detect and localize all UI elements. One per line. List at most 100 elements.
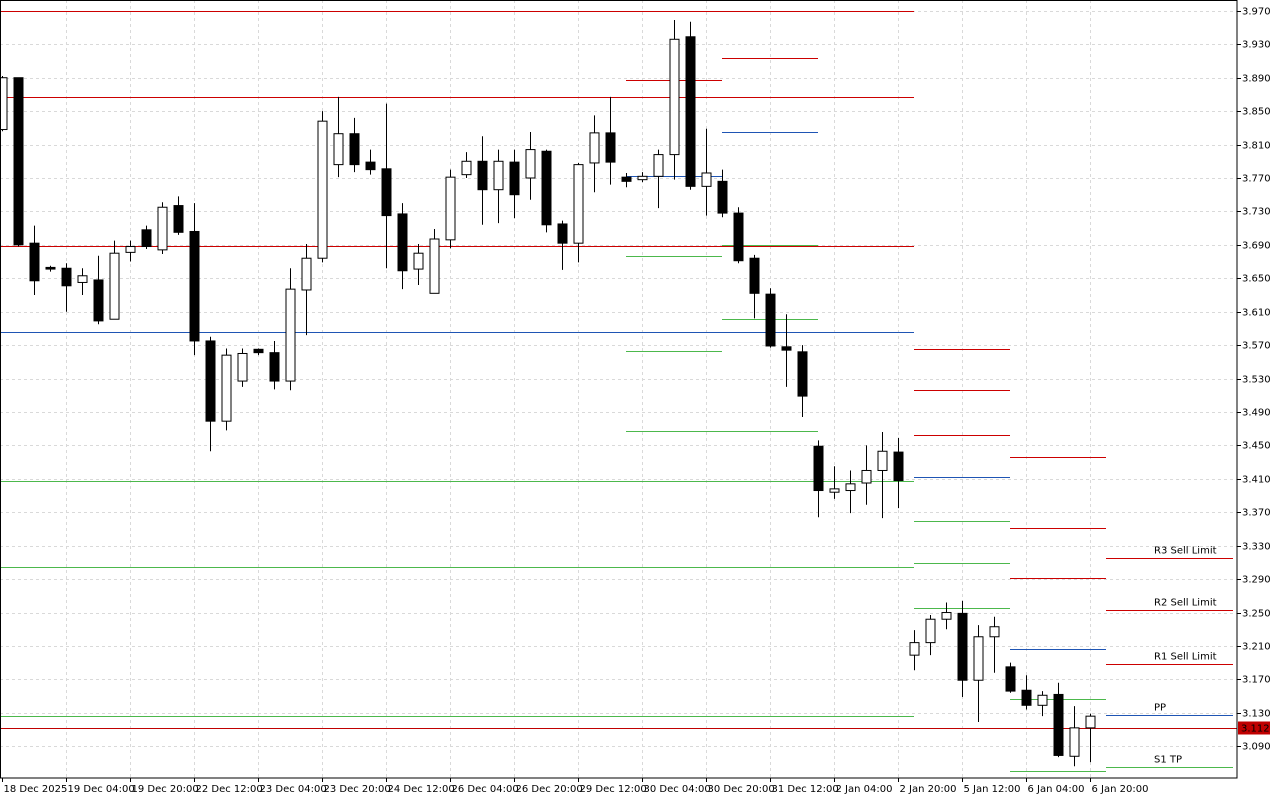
candle-body [925, 618, 936, 644]
candle-body [477, 160, 488, 191]
candle-body [13, 77, 24, 246]
candle-body [0, 77, 8, 131]
candle-body [301, 257, 312, 291]
y-tick-label: 3.090 [1242, 742, 1271, 753]
x-tick-label: 26 Dec 04:00 [452, 784, 519, 795]
candle-body [717, 180, 728, 214]
y-tick-label: 3.530 [1242, 375, 1271, 386]
candle-body [173, 205, 184, 233]
candle-body [189, 230, 200, 342]
candle-body [797, 351, 808, 397]
candle-body [349, 133, 360, 166]
y-tick-label: 3.290 [1242, 575, 1271, 586]
candle-body [397, 213, 408, 272]
candle-body [525, 149, 536, 179]
candle-body [45, 266, 56, 270]
candle-body [93, 279, 104, 322]
x-tick-label: 19 Dec 04:00 [68, 784, 135, 795]
x-tick-label: 19 Dec 20:00 [132, 784, 199, 795]
candle-body [621, 176, 632, 182]
candle-body [285, 288, 296, 382]
level-label: R2 Sell Limit [1154, 598, 1217, 609]
candle-body [765, 293, 776, 347]
candle-body [29, 242, 40, 282]
candle-body [653, 154, 664, 177]
candle-body [1037, 694, 1048, 706]
x-tick-label: 2 Jan 20:00 [900, 784, 957, 795]
candle-body [957, 612, 968, 681]
candle-body [1085, 715, 1096, 729]
y-tick-label: 3.130 [1242, 709, 1271, 720]
candle-body [541, 150, 552, 226]
candle-body [269, 352, 280, 382]
x-tick-label: 31 Dec 12:00 [772, 784, 839, 795]
candle-body [157, 206, 168, 251]
candle-body [61, 267, 72, 287]
candle-body [893, 451, 904, 482]
y-tick-label: 3.890 [1242, 74, 1271, 85]
level-label: R3 Sell Limit [1154, 546, 1217, 557]
candle-body [445, 176, 456, 241]
y-tick-label: 3.930 [1242, 40, 1271, 51]
y-tick-label: 3.810 [1242, 141, 1271, 152]
x-tick-label: 2 Jan 04:00 [836, 784, 893, 795]
candle-body [781, 346, 792, 351]
candle-body [845, 483, 856, 492]
candle-body [973, 636, 984, 681]
y-tick-label: 3.770 [1242, 174, 1271, 185]
candle-body [221, 354, 232, 422]
y-tick-label: 3.650 [1242, 274, 1271, 285]
candle-body [829, 488, 840, 493]
y-tick-label: 3.490 [1242, 408, 1271, 419]
candle-body [317, 120, 328, 259]
candle-body [749, 257, 760, 294]
candle-body [381, 168, 392, 217]
price-tag [1238, 721, 1270, 735]
candle-body [509, 161, 520, 196]
candle-body [1021, 689, 1032, 706]
candle-body [557, 223, 568, 244]
candle-body [669, 38, 680, 156]
candle-body [429, 238, 440, 294]
y-tick-label: 3.610 [1242, 308, 1271, 319]
x-tick-label: 29 Dec 12:00 [580, 784, 647, 795]
candle-body [813, 445, 824, 492]
candle-body [1005, 666, 1016, 692]
candle-body [589, 132, 600, 164]
candle-body [413, 252, 424, 270]
x-tick-label: 23 Dec 04:00 [260, 784, 327, 795]
y-tick-label: 3.210 [1242, 642, 1271, 653]
candle-body [573, 164, 584, 244]
x-tick-label: 18 Dec 2025 [4, 784, 68, 795]
candle-body [365, 161, 376, 171]
candle-body [141, 229, 152, 248]
level-label: R1 Sell Limit [1154, 652, 1217, 663]
x-tick-label: 23 Dec 20:00 [324, 784, 391, 795]
y-tick-label: 3.450 [1242, 441, 1271, 452]
x-tick-label: 30 Dec 04:00 [644, 784, 711, 795]
x-tick-label: 24 Dec 12:00 [388, 784, 455, 795]
y-tick-label: 3.370 [1242, 508, 1271, 519]
candle-body [253, 348, 264, 354]
candle-body [461, 160, 472, 176]
x-tick-label: 6 Jan 04:00 [1028, 784, 1085, 795]
plot-frame [0, 0, 1238, 779]
candles [0, 20, 1096, 767]
y-tick-label: 3.690 [1242, 241, 1271, 252]
x-tick-label: 5 Jan 12:00 [964, 784, 1021, 795]
candle-body [941, 612, 952, 620]
x-tick-label: 30 Dec 20:00 [708, 784, 775, 795]
candle-body [1053, 693, 1064, 756]
x-tick-label: 6 Jan 20:00 [1092, 784, 1149, 795]
x-tick-label: 26 Dec 20:00 [516, 784, 583, 795]
level-label: PP [1154, 703, 1166, 714]
y-tick-label: 3.170 [1242, 675, 1271, 686]
candle-body [493, 160, 504, 191]
y-tick-label: 3.330 [1242, 542, 1271, 553]
price-tag-label: 3.112 [1241, 724, 1270, 735]
candle-body [989, 626, 1000, 638]
candle-body [125, 246, 136, 253]
candle-body [733, 212, 744, 262]
